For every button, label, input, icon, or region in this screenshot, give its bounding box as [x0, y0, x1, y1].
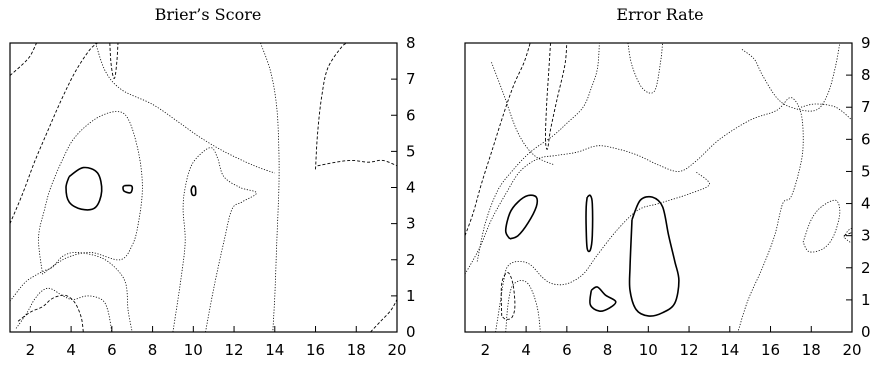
y-tick-label: 0 [406, 323, 416, 341]
contour-line-solid [65, 166, 103, 211]
x-tick-label: 12 [680, 341, 699, 359]
contour-line-dotted [38, 111, 143, 275]
contour-line-dotted [172, 147, 257, 332]
plot-frame [9, 42, 398, 333]
y-tick-label: 6 [406, 106, 416, 124]
x-tick-label: 2 [481, 341, 491, 359]
contour-line-dashed [315, 43, 349, 170]
y-tick-label: 2 [861, 259, 871, 277]
contour-line-solid [589, 286, 617, 312]
x-tick-label: 10 [639, 341, 658, 359]
x-tick-label: 2 [26, 341, 36, 359]
y-tick-label: 3 [861, 227, 871, 245]
y-tick-label: 2 [406, 251, 416, 269]
y-tick-label: 9 [861, 34, 871, 52]
contour-line-dashed [843, 232, 852, 237]
x-tick-label: 12 [225, 341, 244, 359]
y-tick-label: 1 [406, 287, 416, 305]
contour-line-dashed [109, 43, 119, 79]
x-tick-label: 20 [387, 341, 406, 359]
x-tick-label: 8 [148, 341, 158, 359]
contour-line-dotted [741, 43, 841, 112]
contour-line-dotted [627, 43, 663, 94]
contour-line-dotted [802, 199, 841, 253]
x-tick-label: 6 [562, 341, 572, 359]
contour-line-dashed [317, 159, 397, 167]
plot-frame [464, 42, 853, 333]
x-tick-label: 18 [802, 341, 821, 359]
x-tick-label: 6 [107, 341, 117, 359]
y-tick-label: 4 [861, 195, 871, 213]
y-tick-label: 8 [406, 34, 416, 52]
x-tick-label: 10 [184, 341, 203, 359]
contour-line-solid [122, 184, 134, 194]
chart-title: Error Rate [616, 5, 703, 24]
contour-line-dotted [465, 97, 804, 332]
contour-line-dotted [491, 62, 555, 166]
x-tick-label: 18 [347, 341, 366, 359]
x-tick-label: 14 [720, 341, 739, 359]
contour-line-dashed [10, 43, 37, 76]
contour-line-dashed [465, 43, 531, 236]
contour-line-dashed [370, 299, 397, 332]
contour-line-dashed [545, 43, 568, 150]
y-tick-label: 5 [861, 162, 871, 180]
contour-line-dashed [10, 43, 98, 224]
contour-line-dotted [843, 228, 852, 244]
contour-line-dotted [495, 171, 710, 332]
y-tick-label: 8 [861, 66, 871, 84]
y-tick-label: 7 [861, 98, 871, 116]
x-tick-label: 8 [603, 341, 613, 359]
contour-line-dotted [505, 280, 541, 332]
contour-line-dotted [10, 252, 133, 332]
contour-line-solid [628, 195, 680, 317]
contour-line-dashed [17, 294, 84, 332]
contour-line-solid [504, 194, 539, 240]
x-tick-label: 16 [306, 341, 325, 359]
contour-lines [465, 43, 852, 332]
contour-line-dotted [801, 103, 852, 121]
x-tick-label: 16 [761, 341, 780, 359]
y-tick-label: 4 [406, 179, 416, 197]
x-tick-label: 14 [265, 341, 284, 359]
y-tick-label: 7 [406, 70, 416, 88]
contour-line-dotted [260, 43, 280, 332]
contour-line-dotted [95, 43, 275, 174]
x-tick-label: 4 [66, 341, 76, 359]
y-tick-label: 5 [406, 142, 416, 160]
y-tick-label: 1 [861, 291, 871, 309]
contour-line-dashed [500, 272, 516, 320]
contour-line-dotted [15, 287, 113, 332]
contour-lines [10, 43, 397, 332]
contour-line-solid [190, 184, 197, 197]
x-tick-label: 4 [521, 341, 531, 359]
chart-title: Brier’s Score [155, 5, 262, 24]
y-tick-label: 0 [861, 323, 871, 341]
y-tick-label: 3 [406, 215, 416, 233]
contour-line-dotted [476, 43, 600, 262]
x-tick-label: 20 [842, 341, 861, 359]
y-tick-label: 6 [861, 130, 871, 148]
contour-line-solid [585, 194, 594, 253]
